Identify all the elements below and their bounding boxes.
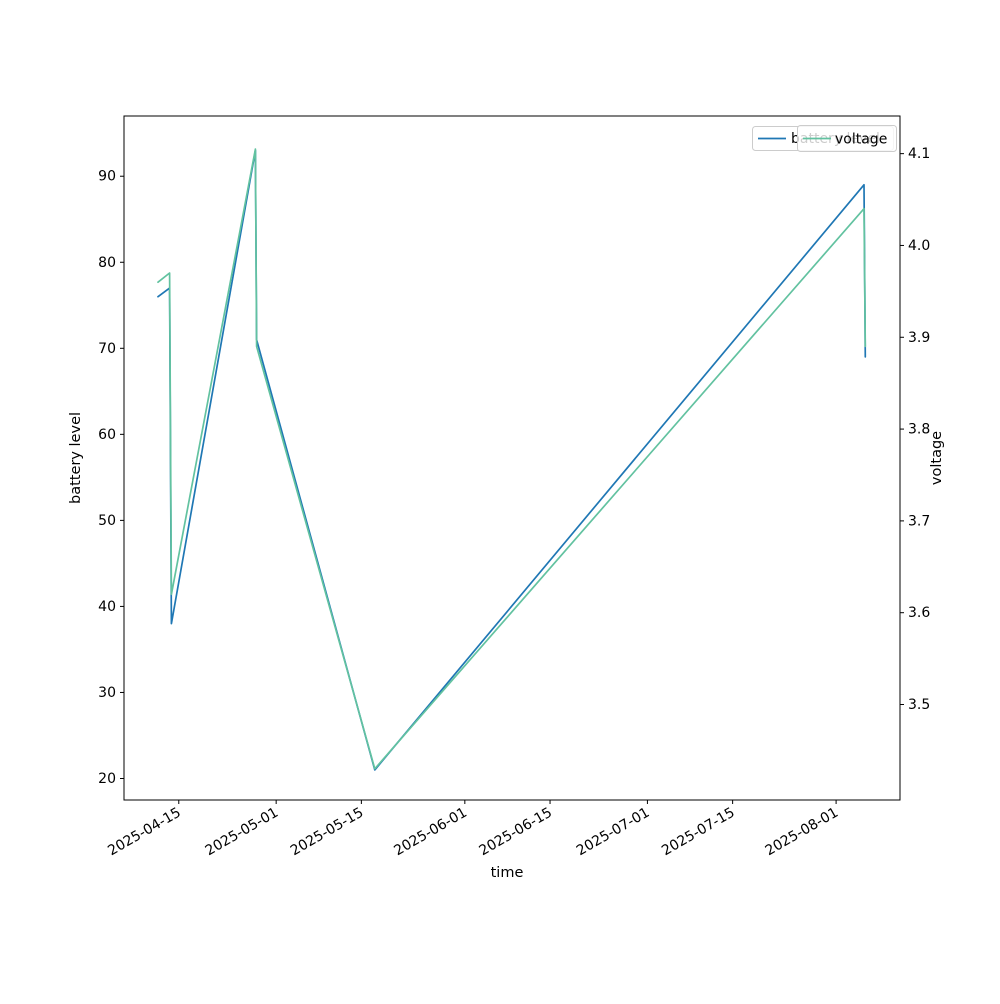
- plot-area-border: [123, 115, 901, 801]
- legend-voltage-label: voltage: [835, 132, 887, 148]
- legend-voltage[interactable]: voltage: [797, 125, 897, 152]
- left-tick-label: 80: [98, 255, 116, 271]
- right-tick-label: 3.8: [908, 422, 930, 438]
- left-tick-label: 70: [98, 341, 116, 357]
- left-tick-label: 50: [98, 513, 116, 529]
- right-tick-label: 3.7: [908, 513, 930, 529]
- x-tick-label: 2025-05-01: [203, 805, 281, 860]
- x-tick-label: 2025-06-15: [477, 805, 555, 860]
- x-axis-ticks: 2025-04-15 2025-05-01 2025-05-15 2025-06-01…: [105, 800, 841, 859]
- left-tick-label: 60: [98, 427, 116, 443]
- battery-level-line: [157, 149, 867, 771]
- left-tick-label: 20: [98, 771, 116, 787]
- left-axis-ticks: 20 30 40 50 60 70 80 90: [98, 169, 124, 787]
- right-tick-label: 3.9: [908, 330, 930, 346]
- right-tick-label: 3.5: [908, 697, 930, 713]
- left-tick-label: 40: [98, 599, 116, 615]
- right-axis-ticks: 3.5 3.6 3.7 3.8 3.9 4.0 4.1: [900, 146, 930, 713]
- left-axis-label: battery level: [68, 412, 84, 504]
- x-tick-label: 2025-07-01: [574, 805, 652, 860]
- voltage-line: [157, 148, 867, 770]
- right-axis-label: voltage: [929, 431, 945, 485]
- right-tick-label: 3.6: [908, 605, 930, 621]
- right-tick-label: 4.0: [908, 238, 930, 254]
- legend-voltage-box: [797, 125, 897, 152]
- x-tick-label: 2025-06-01: [391, 805, 469, 860]
- x-axis-label: time: [491, 865, 524, 881]
- x-tick-label: 2025-08-01: [763, 805, 841, 860]
- x-tick-label: 2025-07-15: [659, 805, 737, 860]
- x-tick-label: 2025-04-15: [105, 805, 183, 860]
- right-tick-label: 4.1: [908, 146, 930, 162]
- x-tick-label: 2025-05-15: [288, 805, 366, 860]
- left-tick-label: 90: [98, 169, 116, 185]
- left-tick-label: 30: [98, 685, 116, 701]
